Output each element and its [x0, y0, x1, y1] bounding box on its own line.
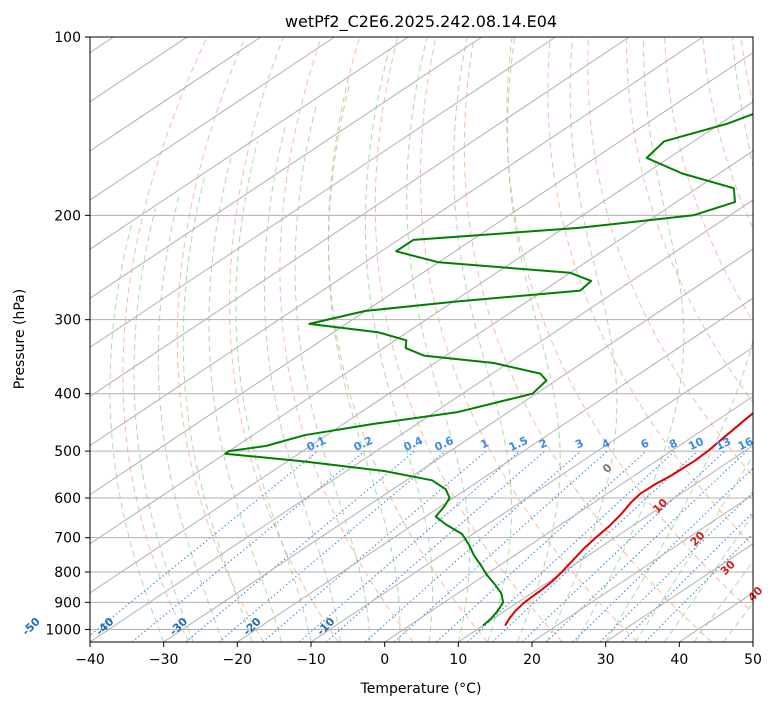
axis-ticks: −40 −30 −20 −10 0 10 20 30 40 50 1000 900 800 700 600 5… — [45, 30, 762, 668]
y-tick-label: 200 — [54, 208, 81, 224]
isotherm-grid-line — [384, 395, 753, 642]
dry-adiabat-line — [702, 37, 753, 230]
isotherm-grid-line — [90, 37, 556, 348]
mixing-ratio-line — [436, 450, 647, 642]
x-tick-label: 20 — [523, 652, 541, 668]
y-tick-label: 300 — [54, 313, 81, 329]
moist-adiabat-line — [634, 454, 753, 642]
mixing-ratio-line — [90, 450, 319, 637]
x-tick-label: −20 — [223, 652, 253, 668]
mixing-ratio-line — [467, 450, 676, 642]
isotherm-grid-line — [458, 444, 753, 642]
grid-lines — [90, 37, 753, 642]
temperature-line — [504, 411, 753, 627]
isotherm-grid-line — [90, 150, 753, 594]
dry-adiabat-line — [506, 37, 753, 614]
mixing-ratio-line — [262, 450, 487, 642]
dry-adiabat-line — [176, 37, 264, 642]
plot-frame — [89, 36, 754, 643]
mixing-ratio-label: 16 — [736, 435, 756, 453]
dry-adiabat-line — [419, 37, 638, 642]
x-tick-label: 0 — [380, 652, 389, 668]
profile-series — [224, 113, 753, 627]
moist-adiabat-line — [294, 104, 371, 642]
dry-adiabat-line — [229, 37, 339, 642]
isotherm-grid-line — [90, 199, 753, 642]
isotherm-grid-line — [90, 37, 335, 201]
mixing-ratio-line — [298, 450, 521, 642]
isotherm-grid-line — [90, 101, 753, 545]
y-tick-label: 800 — [54, 565, 81, 581]
moist-adiabat-line — [546, 37, 618, 642]
isotherm-grid-line — [90, 37, 409, 250]
isotherm-grid-line — [90, 52, 753, 496]
isotherm-grid-line — [310, 346, 753, 642]
moist-adiabat-line — [328, 83, 401, 642]
isotherm-grid-line — [90, 37, 630, 398]
mixing-ratio-line — [644, 532, 753, 642]
mixing-ratio-line — [599, 491, 753, 642]
isotherm-grid-line — [90, 37, 704, 447]
x-tick-label: 30 — [597, 652, 615, 668]
y-tick-label: 900 — [54, 595, 81, 611]
y-tick-label: 100 — [54, 30, 81, 46]
mixing-ratio-label: 13 — [714, 435, 733, 453]
dry-adiabat-line — [547, 37, 753, 547]
moist-adiabat-line — [157, 195, 224, 642]
isotherm-grid-line — [531, 494, 753, 642]
chart-title: wetPf2_C2E6.2025.242.08.14.E04 — [285, 12, 557, 32]
isotherm-grid-line — [237, 297, 753, 642]
x-tick-label: 10 — [449, 652, 467, 668]
moist-adiabat-line — [693, 560, 753, 642]
moist-adiabat-line — [507, 37, 561, 642]
y-tick-label: 600 — [54, 491, 81, 507]
x-axis-title: Temperature (°C) — [360, 681, 482, 697]
y-tick-label: 500 — [54, 444, 81, 460]
mixing-ratio-line — [325, 450, 546, 642]
y-tick-label: 700 — [54, 531, 81, 547]
y-tick-label: 400 — [54, 387, 81, 403]
dry-adiabat-line — [463, 37, 713, 642]
mixing-ratio-label: 10 — [686, 435, 706, 453]
mixing-ratio-line — [185, 450, 416, 642]
x-tick-label: −10 — [296, 652, 326, 668]
mixing-ratio-line — [491, 450, 698, 642]
x-tick-label: 40 — [670, 652, 688, 668]
moist-adiabat-line — [664, 513, 753, 642]
moist-adiabat-line — [263, 123, 341, 642]
mixing-ratio-line — [218, 450, 446, 642]
isotherm-grid-line — [163, 248, 753, 642]
y-tick-label: 1000 — [45, 622, 81, 638]
moist-adiabat-line — [406, 37, 470, 642]
moist-adiabat-line — [109, 221, 165, 642]
dry-adiabat-line — [626, 37, 753, 404]
isotherm-grid-line — [90, 37, 262, 152]
moist-adiabat-line — [133, 208, 194, 642]
dry-adiabat-line — [122, 37, 208, 642]
dry-adiabat-line — [374, 37, 563, 642]
y-axis-title: Pressure (hPa) — [12, 289, 28, 389]
moist-adiabat-line — [182, 173, 253, 642]
dewpoint-line — [224, 113, 753, 627]
mixing-ratio-line — [572, 467, 753, 642]
isotherm-grid-line — [90, 37, 483, 299]
x-tick-label: −30 — [149, 652, 179, 668]
dry-adiabat-line — [279, 37, 414, 642]
x-tick-label: −40 — [75, 652, 105, 668]
mixing-ratio-lines — [90, 450, 753, 642]
dry-adiabat-line — [587, 37, 753, 477]
moist-adiabat-line — [364, 49, 434, 642]
moist-adiabat-line — [453, 37, 513, 642]
x-tick-label: 50 — [744, 652, 762, 668]
